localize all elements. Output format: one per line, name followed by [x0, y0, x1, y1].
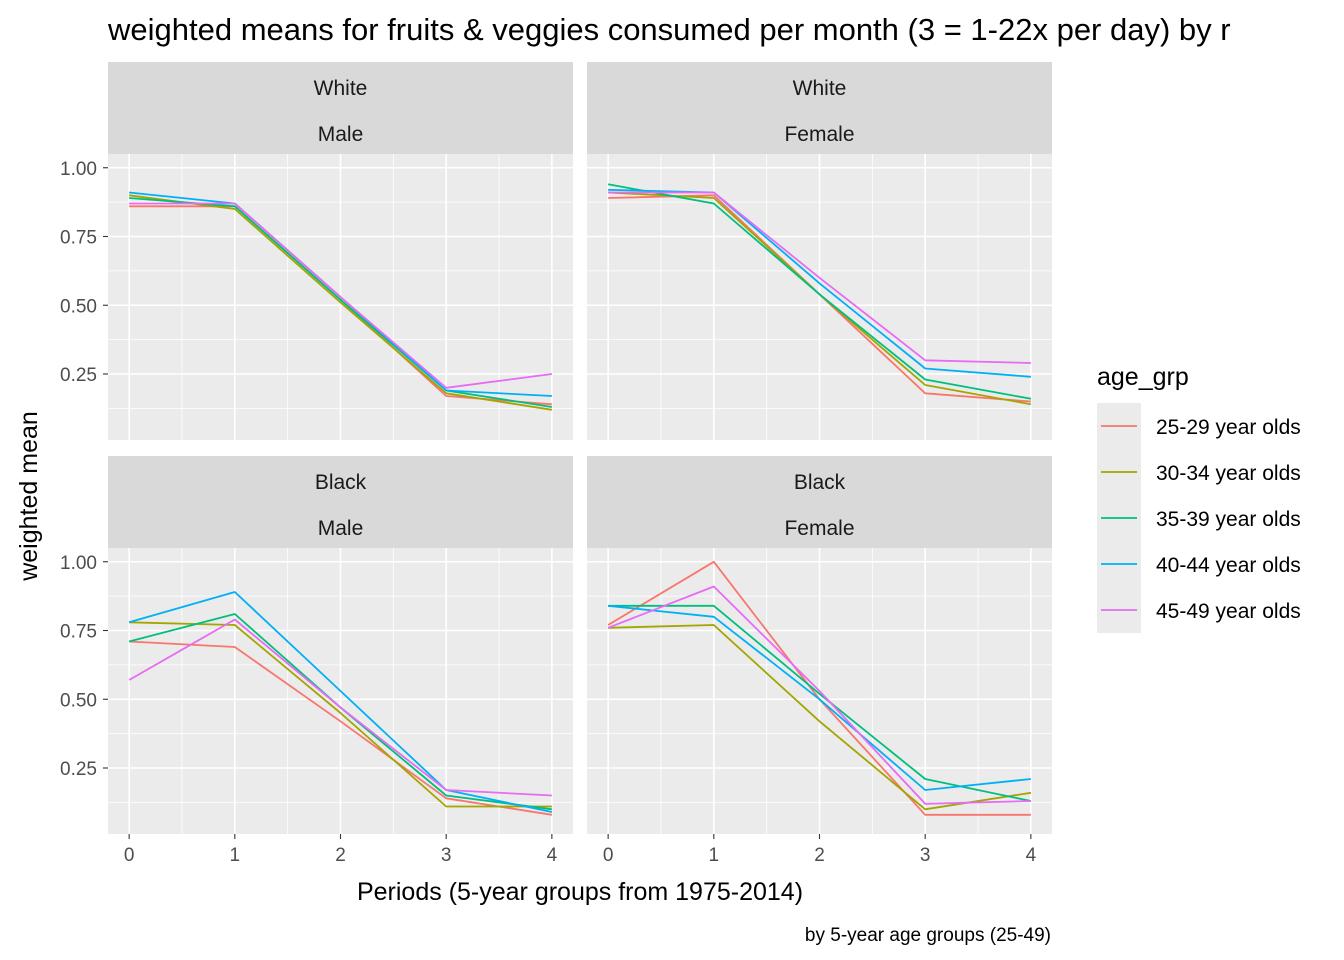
legend-entry: 25-29 year olds: [1097, 403, 1301, 449]
y-axis-title: weighted mean: [15, 411, 43, 582]
facet-strip-sex-label: Female: [784, 123, 854, 146]
legend-label: 30-34 year olds: [1156, 462, 1301, 485]
series-line-25-29: [129, 640, 553, 816]
facet-strip-race-label: White: [793, 77, 847, 100]
series-line-45-49: [129, 202, 553, 389]
legend: age_grp 25-29 year olds 30-34 year olds 35…: [1097, 363, 1301, 633]
series-line-35-39: [607, 183, 1032, 400]
facet-panel: White Male 0.25 0.50 0.75 1.00: [60, 62, 573, 440]
chart-title: weighted means for fruits & veggies cons…: [107, 12, 1231, 47]
series-line-40-44: [608, 604, 1031, 791]
facet-strip: [108, 62, 573, 154]
y-tick-label: 0.50: [60, 690, 97, 711]
y-tick-label: 0.25: [60, 759, 97, 780]
facet-strip-sex-label: Female: [784, 517, 854, 540]
x-tick-label: 0: [603, 845, 614, 866]
y-tick-label: 0.75: [60, 622, 97, 643]
legend-label: 45-49 year olds: [1156, 600, 1301, 623]
series-line-45-49: [128, 618, 552, 797]
legend-label: 25-29 year olds: [1156, 416, 1301, 439]
x-tick-label: 4: [547, 845, 558, 866]
series-line-45-49: [607, 585, 1031, 805]
x-tick-label: 3: [441, 845, 452, 866]
facet-strip-race-label: Black: [794, 471, 846, 494]
x-tick-label: 1: [709, 845, 720, 866]
legend-entry: 30-34 year olds: [1097, 449, 1301, 495]
x-tick-label: 2: [335, 845, 346, 866]
x-tick-label: 2: [814, 845, 825, 866]
y-tick-label: 1.00: [60, 553, 97, 574]
facet-panels: WhiteMale0.250.500.751.00WhiteFemaleBlac…: [60, 62, 1052, 866]
y-tick-label: 0.50: [60, 296, 97, 317]
facet-strip: [587, 62, 1052, 154]
y-tick-label: 0.25: [60, 365, 97, 386]
y-tick-label: 0.75: [60, 228, 97, 249]
facet-strip-race-label: Black: [315, 471, 367, 494]
legend-title: age_grp: [1097, 363, 1189, 391]
chart-caption: by 5-year age groups (25-49): [805, 925, 1051, 946]
legend-label: 40-44 year olds: [1156, 554, 1301, 577]
facet-strip: [587, 456, 1052, 548]
legend-entry: 40-44 year olds: [1097, 541, 1301, 587]
x-tick-label: 4: [1026, 845, 1037, 866]
facet-panel: Black Male 0.25 0.50 0.75 1.00 0 1 2 3 4: [60, 456, 573, 866]
series-line-30-34: [608, 624, 1032, 811]
facet-panel: White Female: [587, 62, 1052, 440]
facet-strip-race-label: White: [314, 77, 368, 100]
facet-panel: Black Female 0 1 2 3 4: [587, 456, 1052, 866]
legend-entry: 45-49 year olds: [1097, 587, 1301, 633]
series-line-45-49: [608, 191, 1031, 364]
facet-strip-sex-label: Male: [318, 517, 364, 540]
x-tick-label: 1: [230, 845, 241, 866]
series-line-40-44: [128, 591, 553, 813]
series-line-30-34: [129, 621, 552, 808]
legend-label: 35-39 year olds: [1156, 508, 1301, 531]
x-tick-label: 3: [920, 845, 931, 866]
y-tick-label: 1.00: [60, 159, 97, 180]
legend-entry: 35-39 year olds: [1097, 495, 1301, 541]
facet-strip: [108, 456, 573, 548]
facet-strip-sex-label: Male: [318, 123, 364, 146]
x-axis-title: Periods (5-year groups from 1975-2014): [357, 878, 803, 906]
x-tick-label: 0: [124, 845, 135, 866]
